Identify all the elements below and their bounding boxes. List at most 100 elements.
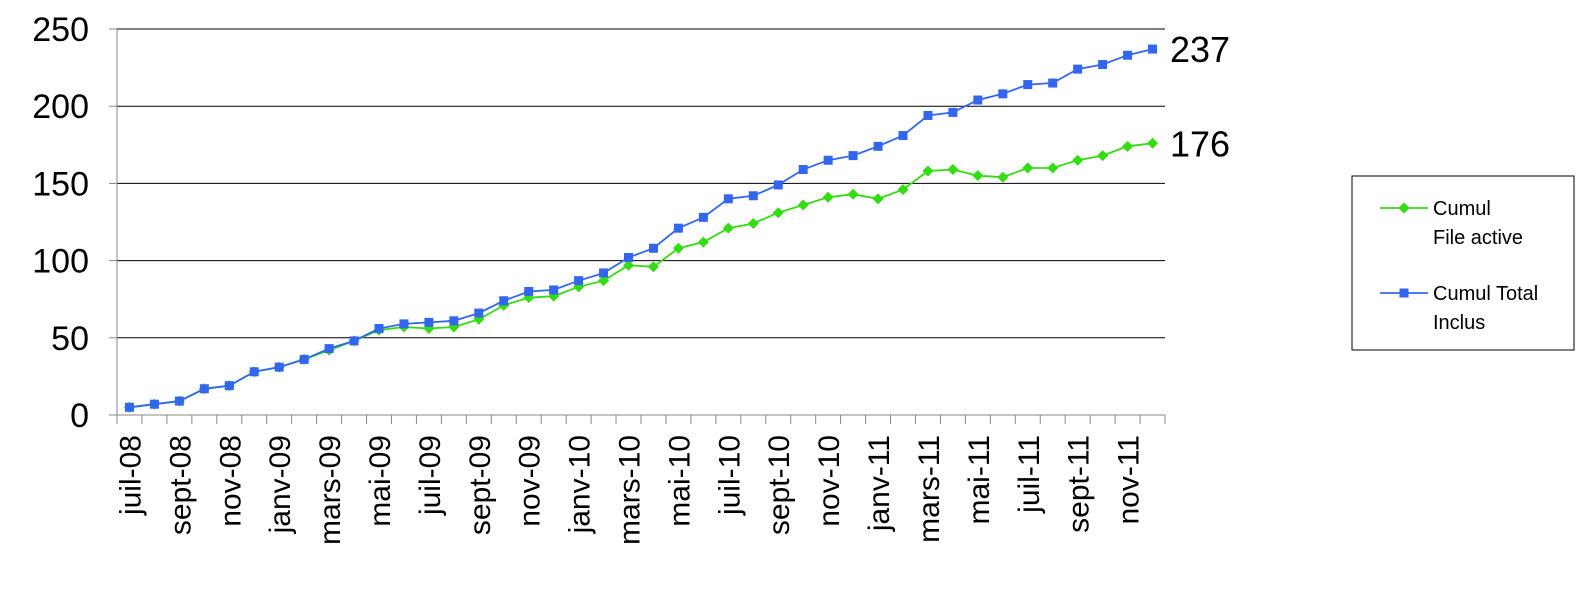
data-point [898, 131, 908, 141]
series-line [129, 48, 1153, 409]
x-tick-label: juil-08 [114, 435, 147, 516]
x-tick-label: janv-09 [264, 435, 297, 534]
legend-marker-1 [1399, 288, 1409, 298]
axes [116, 29, 1165, 416]
data-point [574, 276, 584, 286]
data-point [873, 141, 883, 151]
x-tick-label: juil-09 [414, 435, 447, 516]
data-point [997, 171, 1009, 183]
data-point [399, 319, 409, 329]
x-axis-ticks: juil-08 sept-08 nov-08 janv-09 mars-09 mai-09… [114, 415, 1166, 545]
x-tick-label: nov-10 [813, 435, 846, 527]
legend: Cumul File active Cumul Total Inclus [1351, 175, 1575, 351]
series-1 [124, 44, 1158, 412]
data-point [299, 354, 309, 364]
data-point [973, 95, 983, 105]
x-tick-label: janv-10 [564, 435, 597, 534]
data-point [747, 218, 759, 230]
data-point [772, 207, 784, 219]
data-point [748, 191, 758, 201]
data-point [599, 268, 609, 278]
x-tick-label: sept-11 [1063, 435, 1096, 533]
data-point [698, 212, 708, 222]
legend-box [1351, 175, 1575, 351]
data-point [1022, 162, 1034, 174]
data-point [697, 236, 709, 248]
data-point [823, 155, 833, 165]
legend-label-0: Cumul [1433, 198, 1491, 220]
data-point [822, 191, 834, 203]
data-point [1072, 154, 1084, 166]
data-point [948, 107, 958, 117]
data-point [274, 362, 284, 372]
x-tick-label: mai-09 [364, 435, 397, 527]
data-point [124, 402, 134, 412]
data-point [872, 193, 884, 205]
x-tick-label: mai-11 [963, 435, 996, 524]
data-point [648, 243, 658, 253]
data-point [1047, 162, 1059, 174]
x-tick-label: mars-10 [614, 435, 647, 545]
data-point [1048, 78, 1058, 88]
data-point [1098, 60, 1108, 70]
data-point [797, 199, 809, 211]
legend-label-0: File active [1433, 227, 1523, 249]
y-tick-label-200: 200 [32, 88, 89, 126]
data-point [923, 110, 933, 120]
y-tick-label-250: 250 [32, 11, 89, 49]
data-point [149, 399, 159, 409]
y-tick-label-150: 150 [32, 165, 89, 203]
data-point [947, 164, 959, 176]
end-label-0: 176 [1170, 123, 1230, 164]
x-tick-label: sept-09 [464, 435, 497, 535]
data-point [847, 188, 859, 200]
data-point [174, 396, 184, 406]
data-point [424, 317, 434, 327]
y-tick-label-0: 0 [70, 397, 89, 435]
data-point [897, 184, 909, 196]
data-point [798, 165, 808, 175]
y-axis-ticks: 0 50 100 150 200 250 [32, 11, 117, 435]
x-tick-label: mars-09 [314, 435, 347, 545]
data-point [624, 253, 634, 263]
y-tick-label-100: 100 [32, 243, 89, 281]
x-tick-label: janv-11 [863, 435, 896, 532]
data-point [224, 381, 234, 391]
x-tick-label: sept-10 [763, 435, 796, 535]
x-tick-label: mai-10 [663, 435, 696, 527]
legend-label-1: Inclus [1433, 312, 1485, 334]
x-tick-label: sept-08 [164, 435, 197, 535]
data-point [524, 286, 534, 296]
data-point [722, 222, 734, 234]
data-point [773, 180, 783, 190]
legend-marker-0 [1398, 202, 1410, 214]
data-point [1097, 150, 1109, 162]
data-point [1148, 44, 1158, 54]
data-point [673, 223, 683, 233]
end-labels: 176 237 [1170, 29, 1230, 164]
y-tick-label-50: 50 [51, 320, 89, 358]
data-point [998, 89, 1008, 99]
data-point [623, 259, 635, 271]
end-label-1: 237 [1170, 29, 1230, 70]
data-point [972, 170, 984, 182]
x-tick-label: juil-11 [1013, 435, 1046, 514]
data-point [549, 285, 559, 295]
data-point [499, 296, 509, 306]
legend-label-1: Cumul Total [1433, 283, 1538, 305]
data-point [249, 367, 259, 377]
data-point [1023, 80, 1033, 90]
data-point [1122, 140, 1134, 152]
data-point [474, 308, 484, 318]
x-tick-label: nov-08 [214, 435, 247, 527]
x-tick-label: mars-11 [913, 435, 946, 543]
data-point [647, 261, 659, 273]
data-point [848, 151, 858, 161]
data-point [449, 316, 459, 326]
data-point [1147, 137, 1159, 149]
data-point [374, 324, 384, 334]
gridlines [117, 28, 1165, 339]
data-point [598, 275, 610, 287]
data-point [723, 194, 733, 204]
x-tick-label: juil-10 [713, 435, 746, 516]
